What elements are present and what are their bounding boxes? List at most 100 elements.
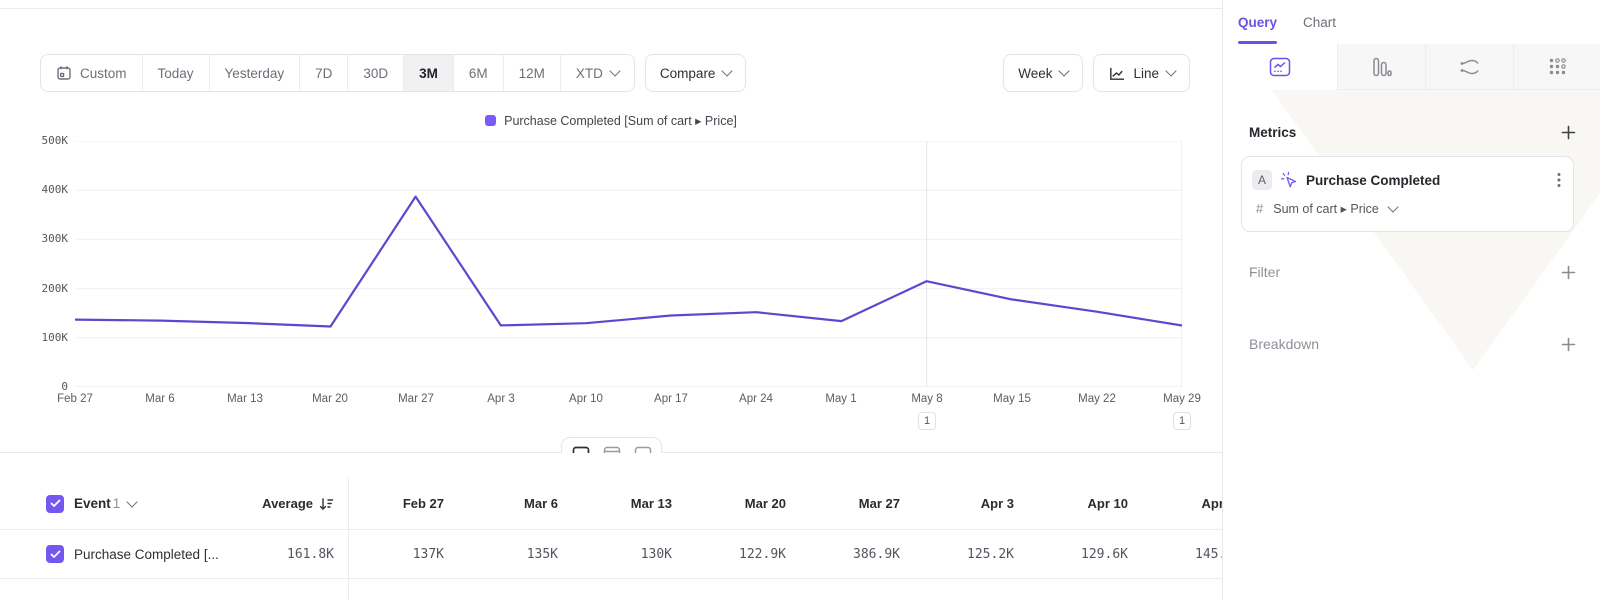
date-column-header[interactable]: Apr 10 <box>1087 496 1128 511</box>
date-range-control: Custom Today Yesterday 7D 30D 3M 6M 12M … <box>40 54 635 92</box>
date-column-header[interactable]: Mar 20 <box>744 496 786 511</box>
metrics-section-header: Metrics <box>1249 120 1578 144</box>
date-column-header[interactable]: Mar 6 <box>524 496 558 511</box>
sort-descending-icon <box>319 497 334 511</box>
table-cell-value: 130K <box>640 546 672 562</box>
line-chart-icon <box>1108 65 1125 82</box>
top-divider <box>0 8 1222 9</box>
filter-heading: Filter <box>1249 264 1281 280</box>
report-type-tabs <box>1223 44 1600 90</box>
legend-swatch <box>485 115 497 126</box>
tab-chart[interactable]: Chart <box>1303 0 1336 44</box>
date-range-3m[interactable]: 3M <box>404 55 454 91</box>
metric-options-button[interactable] <box>1553 168 1565 192</box>
x-axis-labels: Feb 27 Mar 6 Mar 13 Mar 20 Mar 27 Apr 3 Apr 10… <box>57 393 1201 409</box>
plus-icon <box>1561 265 1576 280</box>
x-axis-tick-label: Apr 3 <box>487 393 515 405</box>
report-type-funnels-tab[interactable] <box>1337 44 1425 90</box>
date-range-label: Today <box>157 65 194 81</box>
breakdown-heading: Breakdown <box>1249 336 1320 352</box>
kebab-menu-icon <box>1557 172 1561 188</box>
select-all-checkbox[interactable] <box>46 494 64 513</box>
flows-icon <box>1459 58 1481 76</box>
metric-name[interactable]: Purchase Completed <box>1306 172 1441 188</box>
compare-button[interactable]: Compare <box>644 54 747 92</box>
date-range-label: 7D <box>315 65 333 81</box>
table-cell-value: 122.9K <box>739 546 786 562</box>
report-type-flows-tab[interactable] <box>1425 44 1513 90</box>
metric-letter-badge: A <box>1252 170 1272 190</box>
date-range-label: XTD <box>575 65 603 81</box>
date-range-label: Custom <box>80 65 127 81</box>
chevron-down-icon <box>609 65 621 77</box>
table-cell-value: 125.2K <box>967 546 1014 562</box>
x-axis-tick-label: May 1 <box>825 393 857 405</box>
annotation-badge[interactable]: 1 <box>918 412 936 430</box>
x-axis-tick-label: Mar 20 <box>312 393 348 405</box>
report-type-insights-tab[interactable] <box>1223 44 1337 90</box>
x-axis-tick-label: Mar 6 <box>145 393 175 405</box>
plus-icon <box>1561 125 1576 140</box>
retention-dots-icon <box>1548 57 1567 76</box>
chart-toolbar: Custom Today Yesterday 7D 30D 3M 6M 12M … <box>40 54 1190 92</box>
plus-icon <box>1561 337 1576 352</box>
date-column-header[interactable]: Apr 3 <box>980 496 1014 511</box>
breakdown-table: Event 1 Average Feb 27 Mar 6 Mar 13 Mar 20 Ma… <box>0 453 1222 600</box>
date-range-xtd[interactable]: XTD <box>560 55 634 91</box>
report-type-retention-tab[interactable] <box>1513 44 1600 90</box>
metric-card: A Purchase Completed # Sum of cart ▸ Pri… <box>1241 156 1574 232</box>
chart-legend-item[interactable]: Purchase Completed [Sum of cart ▸ Price] <box>0 113 1222 128</box>
granularity-dropdown[interactable]: Week <box>1003 54 1084 92</box>
y-axis-tick-label: 100K <box>41 331 69 344</box>
calendar-icon <box>56 65 72 81</box>
tab-query[interactable]: Query <box>1238 0 1278 44</box>
date-range-12m[interactable]: 12M <box>503 55 561 91</box>
funnels-bars-icon <box>1372 57 1392 77</box>
line-chart-plot[interactable] <box>75 141 1182 387</box>
table-row: Purchase Completed [... 161.8K 137K 135K 1… <box>0 530 1222 579</box>
date-range-label: 3M <box>419 65 438 81</box>
numeric-type-icon: # <box>1256 201 1264 216</box>
table-cell-value: 135K <box>526 546 558 562</box>
chart-type-dropdown[interactable]: Line <box>1093 54 1190 92</box>
date-column-header[interactable]: Feb 27 <box>402 496 444 511</box>
event-selector[interactable]: Event 1 <box>0 494 230 513</box>
add-metric-button[interactable] <box>1559 123 1578 142</box>
table-cell-value: 145.3K <box>1195 546 1222 562</box>
date-column-header[interactable]: Mar 13 <box>630 496 672 511</box>
add-filter-button[interactable] <box>1559 263 1578 282</box>
granularity-label: Week <box>1018 65 1053 81</box>
y-axis-tick-label: 400K <box>41 183 69 196</box>
table-cell-value: 129.6K <box>1081 546 1128 562</box>
chevron-down-icon <box>721 65 734 77</box>
date-range-today[interactable]: Today <box>142 55 210 91</box>
date-range-label: 30D <box>363 65 389 81</box>
query-builder-panel: Query Chart <box>1222 0 1600 600</box>
tab-label: Query <box>1238 14 1278 30</box>
x-axis-tick-label: Mar 27 <box>398 393 434 405</box>
annotation-badge[interactable]: 1 <box>1173 412 1191 430</box>
date-range-7d[interactable]: 7D <box>300 55 349 91</box>
date-range-custom[interactable]: Custom <box>41 55 143 91</box>
metrics-heading: Metrics <box>1249 124 1297 140</box>
series-row-label-cell[interactable]: Purchase Completed [... <box>0 545 230 563</box>
date-range-30d[interactable]: 30D <box>348 55 405 91</box>
x-axis-tick-label: Apr 24 <box>739 393 773 405</box>
x-axis-tick-label: May 8 <box>911 393 943 405</box>
date-range-6m[interactable]: 6M <box>453 55 504 91</box>
average-header-label: Average <box>262 496 313 511</box>
date-range-yesterday[interactable]: Yesterday <box>209 55 301 91</box>
table-cell-value: 137K <box>412 546 444 562</box>
table-header-row: Event 1 Average Feb 27 Mar 6 Mar 13 Mar 20 Ma… <box>0 478 1222 530</box>
table-column-divider <box>348 478 349 600</box>
date-column-header[interactable]: Apr 17 <box>1201 496 1222 511</box>
date-column-header[interactable]: Mar 27 <box>858 496 900 511</box>
chevron-down-icon <box>1058 65 1071 77</box>
chevron-down-icon <box>126 495 138 508</box>
aggregation-dropdown[interactable]: # Sum of cart ▸ Price <box>1256 201 1399 216</box>
average-column-header[interactable]: Average <box>230 496 348 511</box>
series-checkbox[interactable] <box>46 545 64 563</box>
add-breakdown-button[interactable] <box>1559 335 1578 354</box>
event-header-label: Event 1 <box>74 496 121 511</box>
average-value: 161.8K <box>287 546 334 562</box>
